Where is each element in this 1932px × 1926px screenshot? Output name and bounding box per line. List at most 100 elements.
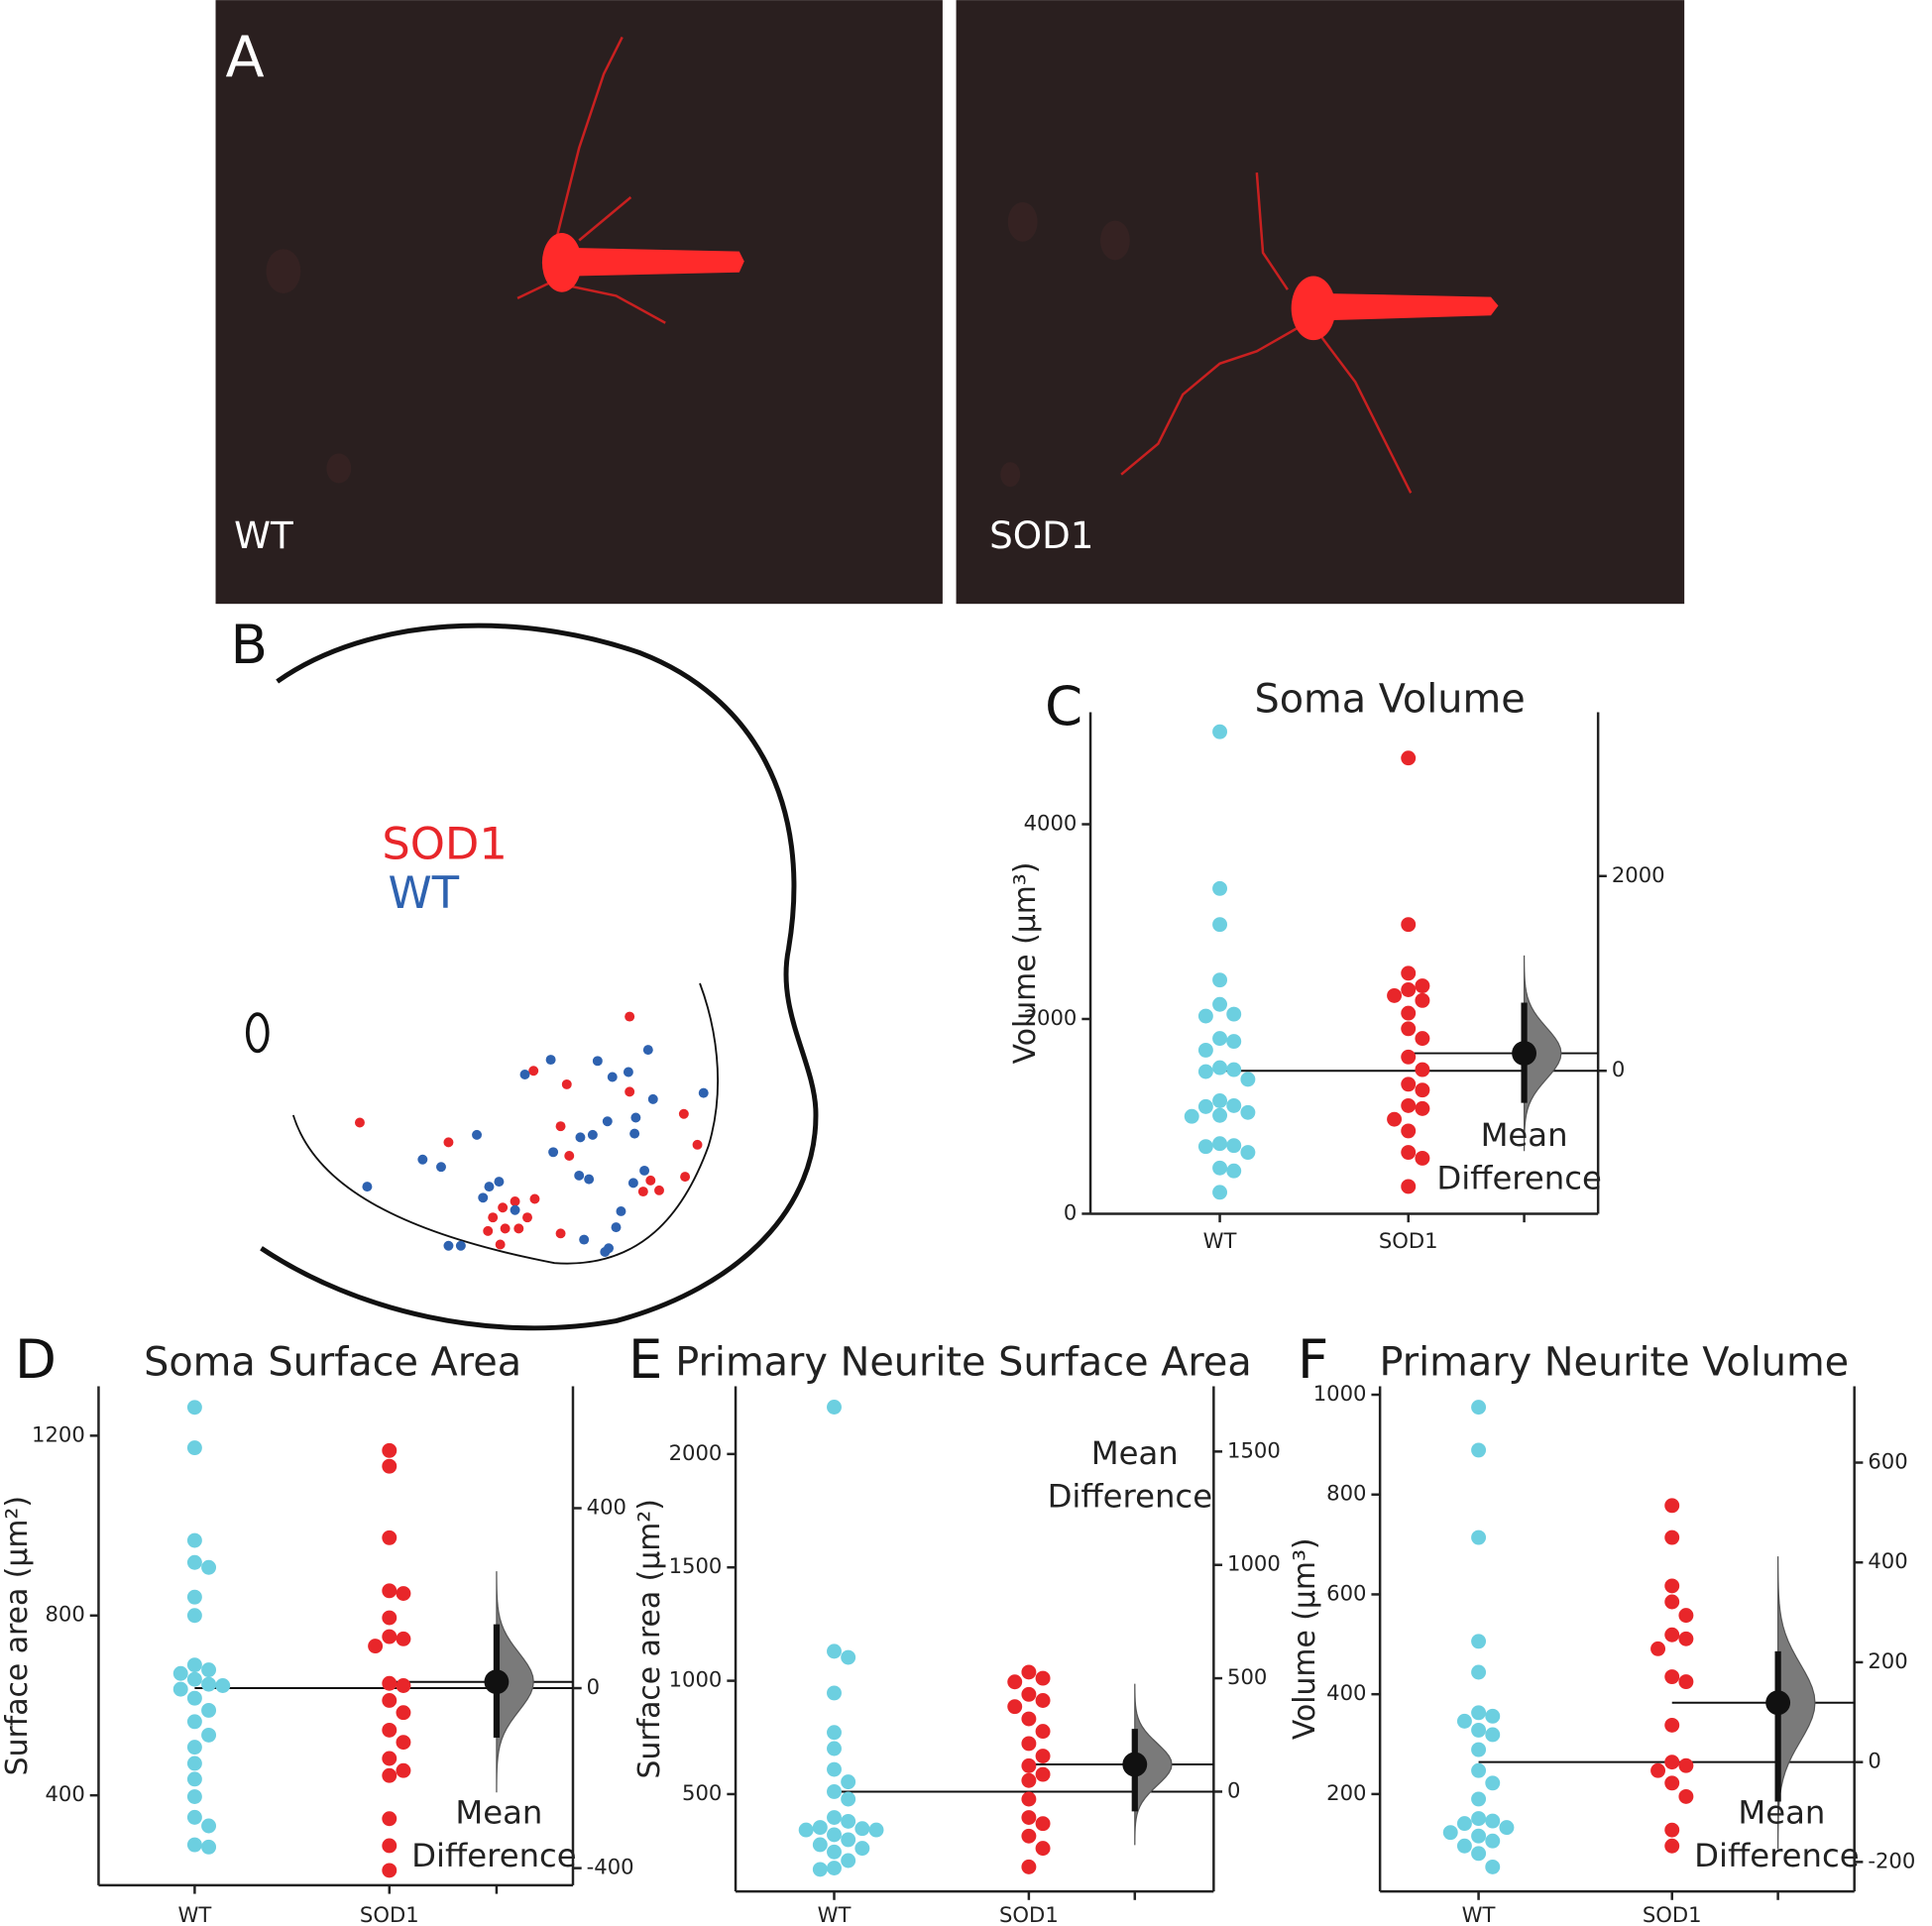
data-point	[841, 1791, 856, 1807]
data-point	[382, 1610, 398, 1626]
data-point	[1678, 1608, 1694, 1624]
data-point	[1212, 1107, 1228, 1123]
data-point	[382, 1458, 398, 1474]
y-tick-label: 800	[45, 1602, 84, 1627]
bootstrap-distribution	[1134, 1683, 1173, 1846]
data-point	[1401, 1145, 1417, 1161]
estimation-chart: C Soma Volume Volume (µm³) 0 2000 4000 0 2000 WT…	[1008, 674, 1665, 1253]
y-tick-label: 4000	[1024, 811, 1078, 836]
estimation-chart: E Primary Neurite Surface Area Surface are…	[628, 1327, 1281, 1926]
data-point	[1678, 1757, 1694, 1773]
data-point	[172, 1681, 188, 1697]
data-point	[1415, 978, 1430, 994]
data-point	[827, 1827, 842, 1843]
data-point	[382, 1722, 398, 1738]
data-point	[1387, 1111, 1403, 1127]
data-point	[1021, 1828, 1037, 1844]
mean-difference	[484, 1669, 510, 1695]
y-tick-label: 200	[1326, 1780, 1366, 1805]
data-point	[827, 1761, 842, 1777]
y2-tick-label: 400	[587, 1494, 626, 1519]
data-point	[1212, 1160, 1228, 1176]
y2-tick-label: 0	[1868, 1749, 1880, 1773]
y2-tick-label: 400	[1868, 1548, 1907, 1573]
y-tick-label: 1000	[1313, 1381, 1367, 1406]
data-point	[1664, 1669, 1680, 1685]
data-point	[1007, 1674, 1023, 1690]
micrograph-sod1	[956, 0, 1685, 605]
annotation: Mean	[1091, 1434, 1179, 1472]
data-point	[201, 1702, 217, 1718]
data-point	[827, 1643, 842, 1659]
data-point	[1485, 1727, 1501, 1743]
data-point	[1401, 1179, 1417, 1194]
data-point	[827, 1741, 842, 1756]
data-point	[1401, 917, 1417, 933]
data-point	[1485, 1708, 1501, 1724]
data-point	[1664, 1498, 1680, 1514]
x-tick-label: SOD1	[1643, 1902, 1702, 1926]
spinal-cord-outline	[245, 623, 819, 1331]
micrograph-wt	[215, 0, 943, 605]
data-point	[1401, 1123, 1417, 1139]
y-tick-label: 400	[1326, 1680, 1366, 1705]
panel-label: B	[230, 613, 268, 676]
data-point	[854, 1841, 870, 1857]
data-point	[396, 1586, 411, 1601]
data-point	[812, 1837, 828, 1853]
chart-title: Primary Neurite Volume	[1379, 1339, 1849, 1385]
data-point	[1678, 1631, 1694, 1646]
x-tick-label: SOD1	[999, 1902, 1059, 1926]
data-point	[1035, 1749, 1051, 1763]
data-point	[1664, 1578, 1680, 1594]
data-point	[382, 1675, 398, 1691]
data-point	[382, 1629, 398, 1644]
data-point	[798, 1822, 814, 1838]
data-point	[186, 1837, 202, 1853]
y2-tick-label: -400	[587, 1855, 634, 1879]
panel-label: F	[1298, 1327, 1328, 1391]
data-point	[201, 1839, 217, 1855]
data-point	[1212, 1031, 1228, 1047]
data-point	[841, 1774, 856, 1790]
data-point	[1035, 1693, 1051, 1708]
x-tick-label: WT	[177, 1902, 211, 1926]
image-caption: SOD1	[989, 513, 1093, 557]
data-point	[1035, 1841, 1051, 1857]
data-point	[1650, 1762, 1666, 1778]
data-point	[1664, 1594, 1680, 1610]
y-axis-label: Volume (µm³)	[1288, 1537, 1322, 1740]
data-point	[186, 1589, 202, 1605]
data-point	[1197, 1098, 1213, 1114]
y-tick-label: 500	[682, 1780, 722, 1805]
y2-tick-label: 1500	[1227, 1437, 1281, 1462]
data-point	[1401, 1076, 1417, 1092]
data-point	[1212, 972, 1228, 988]
data-point	[1471, 1811, 1487, 1827]
data-point	[1021, 1810, 1037, 1825]
data-point	[1197, 1008, 1213, 1024]
data-point	[382, 1583, 398, 1599]
data-point	[1499, 1820, 1515, 1836]
y2-tick-label: 500	[1227, 1664, 1267, 1689]
data-point	[1021, 1791, 1037, 1807]
data-point	[1485, 1859, 1501, 1874]
data-point	[1442, 1825, 1458, 1841]
data-point	[1226, 1034, 1242, 1050]
data-point	[368, 1639, 384, 1654]
y-tick-label: 2000	[1024, 1005, 1078, 1030]
data-point	[1415, 1062, 1430, 1077]
data-point	[1650, 1641, 1666, 1656]
data-point	[1212, 1093, 1228, 1108]
data-point	[1485, 1775, 1501, 1791]
data-point	[827, 1861, 842, 1875]
data-point	[1678, 1674, 1694, 1690]
y-axis-label: Surface area (µm²)	[0, 1496, 35, 1775]
data-point	[396, 1631, 411, 1646]
data-point	[827, 1685, 842, 1701]
data-point	[1471, 1664, 1487, 1680]
data-point	[1197, 1042, 1213, 1058]
data-point	[827, 1844, 842, 1860]
data-point	[186, 1608, 202, 1624]
